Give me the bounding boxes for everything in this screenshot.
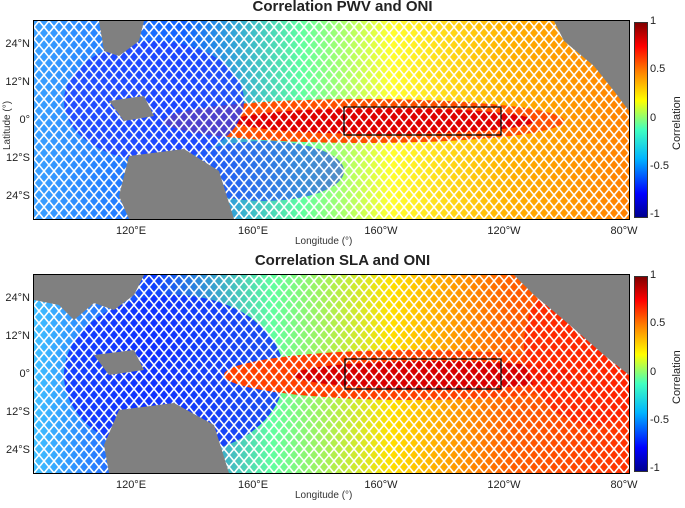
sla-panel: Correlation SLA and ONI <box>0 252 685 508</box>
colorbar-tick: 1 <box>650 15 657 27</box>
lon-tick: 80°W <box>610 225 638 237</box>
lon-tick: 160°W <box>364 479 398 491</box>
colorbar-tick: 0.5 <box>650 317 666 329</box>
lon-tick: 120°W <box>487 479 521 491</box>
lon-tick: 120°W <box>487 225 521 237</box>
lat-tick: 24°S <box>6 444 30 456</box>
lat-tick: 12°S <box>6 152 30 164</box>
colorbar-title: Correlation <box>671 96 683 150</box>
colorbar-tick: 0.5 <box>650 63 666 75</box>
nino-box <box>343 106 502 136</box>
lat-tick: 24°N <box>5 292 30 304</box>
lon-tick: 160°E <box>237 225 269 237</box>
lat-tick: 24°N <box>5 38 30 50</box>
island-land <box>94 350 144 375</box>
asia-land <box>34 275 144 320</box>
colorbar-title: Correlation <box>671 350 683 404</box>
australia-land <box>119 149 234 219</box>
australia-land <box>104 403 229 473</box>
lon-tick: 120°E <box>115 479 147 491</box>
map-canvas <box>34 21 629 219</box>
pwv-panel: Correlation PWV and ONI <box>2 0 683 247</box>
island-land <box>109 96 154 121</box>
colorbar <box>634 22 648 218</box>
x-axis-title: Longitude (°) <box>295 236 353 247</box>
lat-tick: 24°S <box>6 190 30 202</box>
correlation-map <box>33 274 630 474</box>
colorbar-tick: 0 <box>650 366 657 378</box>
lon-tick: 80°W <box>610 479 638 491</box>
colorbar-tick: -1 <box>650 208 660 220</box>
america-land <box>514 275 629 375</box>
correlation-map <box>33 20 630 220</box>
asia-land <box>99 21 144 56</box>
y-axis-title: Latitude (°) <box>2 100 13 150</box>
lat-tick: 0° <box>19 114 30 126</box>
colorbar-tick: -0.5 <box>650 414 669 426</box>
lat-tick: 12°N <box>5 76 30 88</box>
lon-tick: 120°E <box>115 225 147 237</box>
colorbar-tick: 0 <box>650 112 657 124</box>
colorbar-tick: 1 <box>650 269 657 281</box>
lon-tick: 160°W <box>364 225 398 237</box>
lat-tick: 12°N <box>5 330 30 342</box>
lat-tick: 0° <box>19 368 30 380</box>
nino-box <box>344 358 502 390</box>
colorbar <box>634 276 648 472</box>
colorbar-tick: -1 <box>650 462 660 474</box>
america-land <box>554 21 629 111</box>
lon-tick: 160°E <box>237 479 269 491</box>
x-axis-title: Longitude (°) <box>295 490 353 501</box>
lat-tick: 12°S <box>6 406 30 418</box>
panel-title: Correlation SLA and ONI <box>254 252 431 269</box>
panel-title: Correlation PWV and ONI <box>252 0 433 15</box>
map-canvas <box>34 275 629 473</box>
colorbar-tick: -0.5 <box>650 160 669 172</box>
